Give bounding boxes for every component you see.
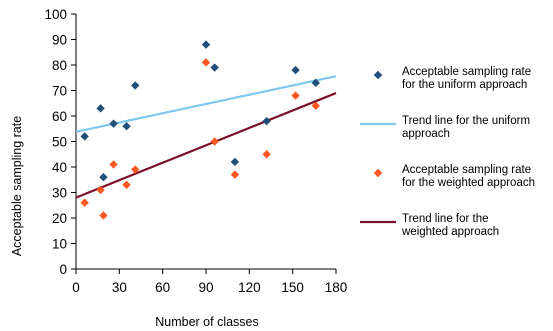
- point-acceptable-sampling-rate-for-the-uniform-approach-11: [311, 78, 320, 88]
- point-acceptable-sampling-rate-for-the-weighted-approach-1: [96, 185, 105, 195]
- point-acceptable-sampling-rate-for-the-weighted-approach-8: [230, 170, 240, 179]
- point-acceptable-sampling-rate-for-the-weighted-approach-2: [99, 211, 108, 220]
- point-acceptable-sampling-rate-for-the-weighted-approach-11: [311, 101, 320, 110]
- point-acceptable-sampling-rate-for-the-weighted-approach-6: [201, 58, 211, 67]
- point-acceptable-sampling-rate-for-the-uniform-approach-3: [109, 119, 118, 128]
- legend-label-line: approach: [402, 128, 450, 140]
- point-acceptable-sampling-rate-for-the-weighted-approach-5: [131, 165, 140, 174]
- trend-lines: [75, 75, 337, 199]
- legend-label-trend-line-for-the-weighted-approach: Trend line for the weighted approach: [401, 213, 499, 238]
- point-acceptable-sampling-rate-for-the-uniform-approach-8: [230, 157, 240, 167]
- x-ticks: 0 30 60 90 120 150 180: [72, 269, 347, 295]
- legend-label-line: Trend line for the: [402, 213, 489, 225]
- data-points: [80, 40, 320, 220]
- point-acceptable-sampling-rate-for-the-weighted-approach-4: [122, 180, 131, 190]
- legend-label-line: Acceptable sampling rate: [402, 66, 531, 78]
- legend-label-trend-line-for-the-uniform-approach: Trend line for the uniform approach: [402, 115, 530, 140]
- series-line-trend-line-for-the-weighted-approach: [75, 92, 337, 199]
- legend-label-line: Trend line for the uniform: [402, 115, 530, 127]
- legend-label-acceptable-sampling-rate-for-the-weighted-approach: Acceptable sampling rate for the weighted…: [402, 164, 535, 189]
- y-tick-label-80: 80: [52, 58, 67, 73]
- legend-label-acceptable-sampling-rate-for-the-uniform-approach: Acceptable sampling rate for the uniform …: [402, 66, 531, 91]
- legend-key-acceptable-sampling-rate-for-the-uniform-approach: [373, 70, 383, 80]
- legend: Acceptable sampling rate for the uniform …: [360, 66, 535, 238]
- x-tick-label-150: 150: [281, 280, 304, 295]
- point-acceptable-sampling-rate-for-the-uniform-approach-0: [80, 132, 89, 141]
- legend-label-line: Acceptable sampling rate: [402, 164, 531, 176]
- y-tick-label-70: 70: [52, 84, 67, 99]
- point-acceptable-sampling-rate-for-the-weighted-approach-3: [109, 160, 118, 169]
- legend-label-line: for the weighted approach: [402, 177, 535, 189]
- y-tick-label-100: 100: [44, 7, 67, 22]
- x-axis-title: Number of classes: [155, 315, 259, 329]
- y-tick-label-20: 20: [52, 211, 67, 226]
- y-axis-title: Acceptable sampling rate: [10, 116, 24, 256]
- point-acceptable-sampling-rate-for-the-uniform-approach-1: [96, 104, 105, 113]
- y-tick-label-10: 10: [52, 237, 67, 252]
- axes: [75, 14, 336, 270]
- x-tick-label-180: 180: [325, 280, 348, 295]
- point-acceptable-sampling-rate-for-the-uniform-approach-7: [210, 63, 219, 72]
- x-tick-label-30: 30: [112, 280, 127, 295]
- legend-label-line: for the uniform approach: [402, 79, 527, 91]
- legend-key-acceptable-sampling-rate-for-the-weighted-approach: [373, 168, 383, 178]
- y-tick-label-60: 60: [52, 109, 67, 124]
- series-line-trend-line-for-the-uniform-approach: [75, 75, 337, 133]
- point-acceptable-sampling-rate-for-the-weighted-approach-7: [210, 137, 219, 146]
- y-ticks: 0 10 20 30 40 50 60 70 80 90 100: [44, 7, 76, 277]
- legend-label-line: weighted approach: [401, 226, 499, 238]
- point-acceptable-sampling-rate-for-the-uniform-approach-4: [122, 122, 131, 131]
- y-tick-label-30: 30: [52, 186, 67, 201]
- point-acceptable-sampling-rate-for-the-uniform-approach-9: [262, 116, 271, 126]
- y-tick-label-0: 0: [59, 262, 67, 277]
- point-acceptable-sampling-rate-for-the-weighted-approach-0: [80, 198, 89, 207]
- point-acceptable-sampling-rate-for-the-weighted-approach-10: [291, 91, 300, 100]
- point-acceptable-sampling-rate-for-the-uniform-approach-5: [131, 81, 140, 90]
- x-tick-label-90: 90: [198, 280, 213, 295]
- point-acceptable-sampling-rate-for-the-uniform-approach-10: [291, 65, 300, 75]
- x-tick-label-120: 120: [238, 280, 261, 295]
- x-tick-label-0: 0: [72, 280, 80, 295]
- point-acceptable-sampling-rate-for-the-weighted-approach-9: [262, 150, 271, 159]
- point-acceptable-sampling-rate-for-the-uniform-approach-2: [99, 173, 108, 182]
- y-tick-label-50: 50: [52, 135, 67, 150]
- x-tick-label-60: 60: [155, 280, 170, 295]
- y-tick-label-90: 90: [52, 33, 67, 48]
- point-acceptable-sampling-rate-for-the-uniform-approach-6: [201, 40, 211, 49]
- y-tick-label-40: 40: [52, 160, 67, 175]
